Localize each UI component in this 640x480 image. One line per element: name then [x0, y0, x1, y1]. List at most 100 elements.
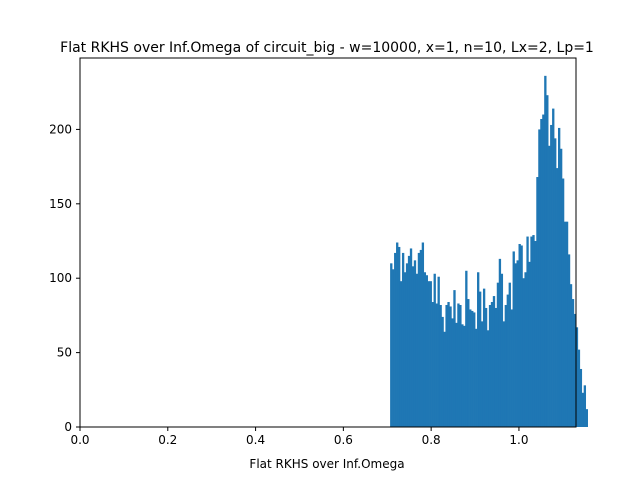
- histogram-bar: [463, 325, 466, 427]
- histogram-bar: [459, 304, 462, 427]
- histogram-bar: [443, 331, 446, 427]
- histogram-bar: [437, 276, 440, 427]
- histogram-bar: [455, 322, 458, 427]
- histogram-bar: [482, 288, 486, 428]
- histogram-bar: [532, 235, 535, 427]
- histogram-bar: [445, 304, 448, 427]
- histogram-bar: [409, 248, 413, 427]
- histogram-bar: [559, 148, 563, 427]
- x-tick-label: 0.8: [422, 433, 441, 447]
- histogram-bar: [447, 302, 450, 427]
- histogram-bar: [465, 270, 468, 427]
- x-tick-label: 0.6: [334, 433, 353, 447]
- x-axis-label: Flat RKHS over Inf.Omega: [249, 457, 404, 471]
- histogram-bar: [407, 255, 411, 427]
- histogram-bar: [512, 251, 515, 427]
- histogram-bar: [411, 266, 415, 427]
- histogram-bar: [396, 242, 399, 427]
- histogram-bar: [548, 145, 551, 428]
- histogram-bar: [514, 263, 517, 427]
- histogram-bar: [524, 272, 527, 427]
- histogram-bar: [403, 272, 407, 427]
- histogram-bar: [518, 243, 521, 427]
- histogram-bar: [451, 318, 454, 427]
- histogram-bar: [471, 310, 474, 427]
- histogram-bar: [413, 260, 417, 427]
- histogram-bar: [415, 273, 419, 427]
- histogram-bar: [577, 349, 581, 427]
- histogram-bar: [473, 312, 476, 427]
- histogram-bar: [544, 75, 547, 427]
- histogram-bar: [506, 294, 509, 427]
- histogram-bar: [488, 304, 492, 427]
- histogram-bar: [502, 321, 506, 427]
- histogram-bar: [421, 242, 425, 427]
- histogram-bar: [486, 330, 490, 427]
- x-tick-label: 1.0: [509, 433, 528, 447]
- histogram-bar: [585, 409, 588, 427]
- histogram-bar: [579, 368, 583, 427]
- histogram-bar: [496, 282, 500, 427]
- histogram-bar: [510, 309, 513, 427]
- histogram-bar: [429, 281, 432, 427]
- histogram-bar: [494, 307, 498, 427]
- histogram-bar: [575, 327, 579, 427]
- histogram-bar: [467, 299, 470, 427]
- histogram-bar: [546, 95, 549, 427]
- plot-frame: [79, 57, 577, 428]
- histogram-bar: [394, 252, 397, 427]
- y-tick-label: 0: [64, 420, 72, 434]
- histogram-bar: [457, 303, 460, 427]
- histogram-bar: [398, 246, 401, 427]
- histogram-bar: [480, 321, 484, 427]
- axes: 0.0 0.2 0.4 0.6 0.8 1.0 0 50 100 150 200: [49, 57, 577, 447]
- histogram-bar: [556, 168, 559, 427]
- histogram-bar: [461, 324, 464, 427]
- histogram-bar: [528, 261, 531, 427]
- y-tick-label: 100: [49, 271, 72, 285]
- x-tick-label: 0.4: [246, 433, 265, 447]
- histogram-bar: [542, 114, 545, 427]
- histogram-bar: [478, 291, 482, 427]
- histogram-bar: [498, 258, 502, 427]
- histogram-bar: [508, 282, 511, 427]
- chart-title: Flat RKHS over Inf.Omega of circuit_big …: [60, 40, 594, 56]
- histogram-bar: [399, 281, 403, 427]
- histogram-bar: [441, 316, 444, 427]
- histogram-bar: [449, 306, 452, 427]
- histogram-bar: [453, 290, 456, 427]
- histogram-bar: [538, 129, 541, 428]
- histogram-bar: [427, 281, 430, 427]
- histogram-bar: [569, 284, 573, 427]
- histogram-bar: [425, 275, 428, 427]
- histogram-bar: [522, 278, 525, 427]
- histogram-bar: [571, 299, 575, 427]
- histogram-bar: [573, 313, 577, 427]
- histogram-bars: [390, 75, 588, 428]
- x-tick-label: 0.2: [158, 433, 177, 447]
- histogram-bar: [469, 309, 472, 427]
- histogram-bar: [516, 260, 519, 427]
- histogram-bar: [490, 302, 494, 427]
- histogram-bar: [540, 119, 543, 427]
- y-tick-label: 150: [49, 197, 72, 211]
- histogram-bar: [417, 252, 421, 427]
- histogram-bar: [419, 249, 423, 427]
- histogram-bar: [504, 304, 507, 427]
- histogram-bar: [561, 178, 565, 427]
- histogram-bar: [558, 127, 561, 428]
- histogram-bar: [536, 177, 539, 427]
- histogram-bar: [477, 272, 480, 427]
- x-tick-label: 0.0: [70, 433, 89, 447]
- histogram-bar: [567, 254, 571, 427]
- histogram-bar: [390, 263, 393, 427]
- y-tick-label: 200: [49, 122, 72, 136]
- histogram-bar: [433, 273, 436, 427]
- histogram-bar: [484, 307, 488, 427]
- y-tick-label: 50: [57, 346, 72, 360]
- histogram-bar: [492, 296, 496, 427]
- histogram-bar: [392, 269, 395, 427]
- histogram-bar: [526, 236, 529, 427]
- histogram-bar: [405, 263, 409, 427]
